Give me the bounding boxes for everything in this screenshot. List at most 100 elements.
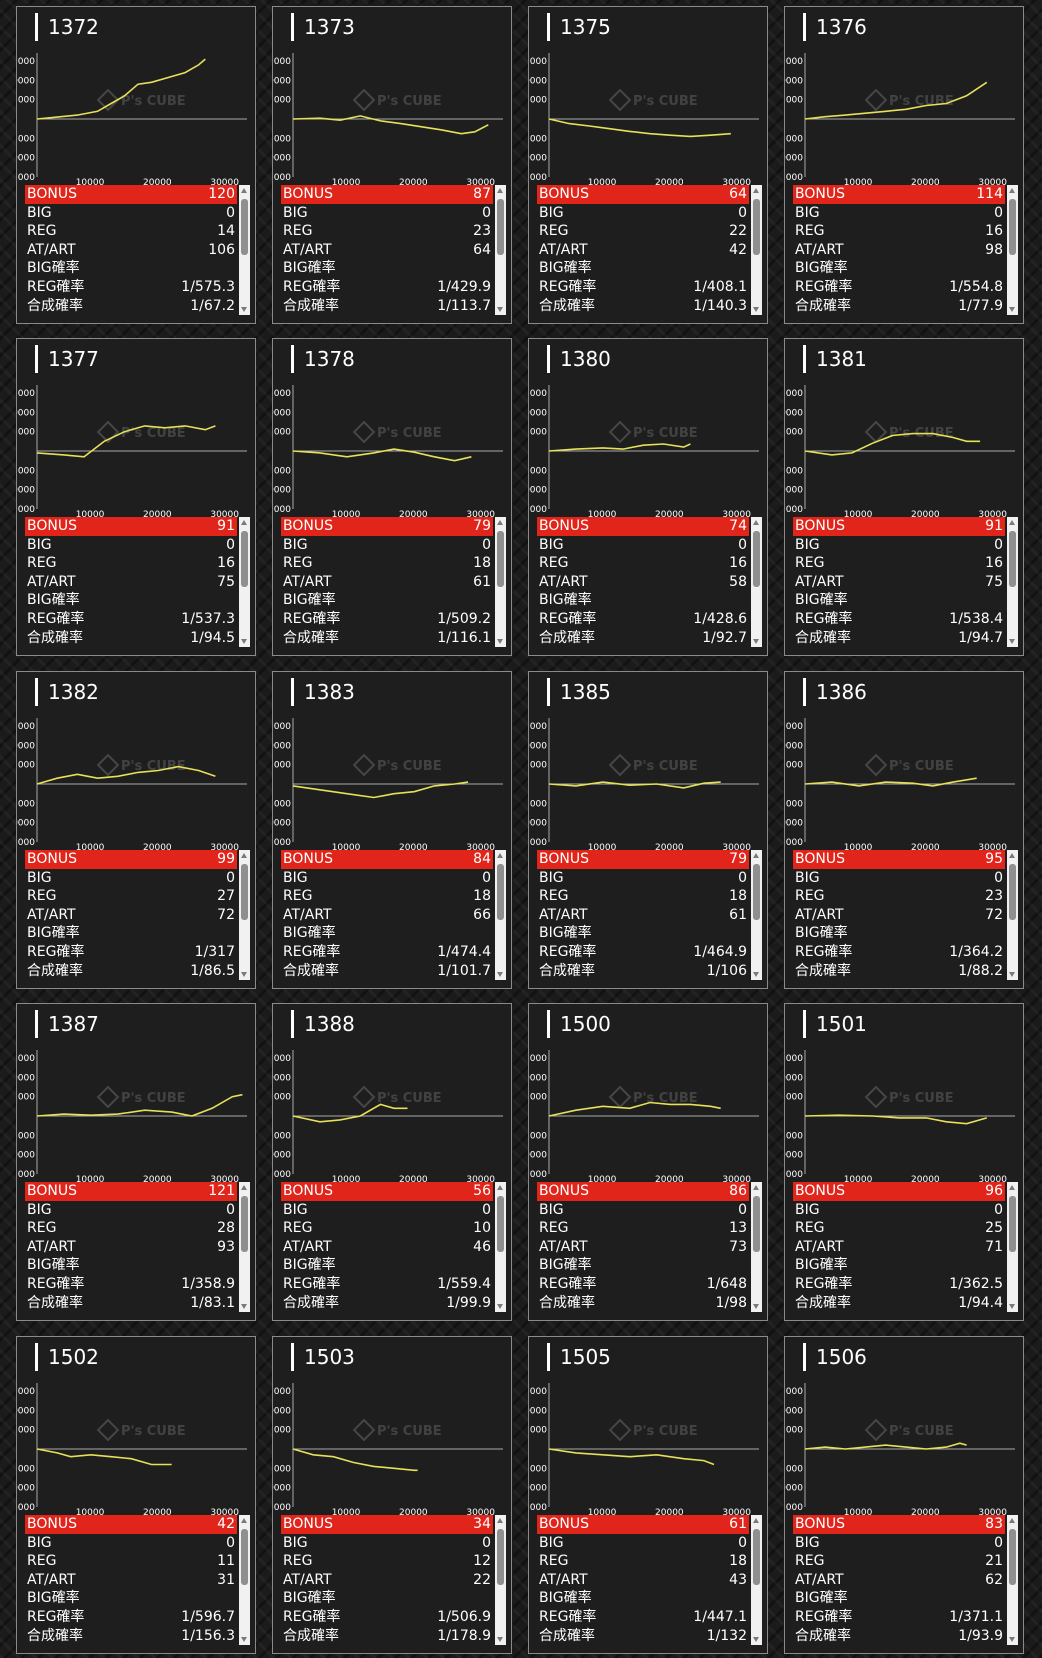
scroll-up-arrow-icon[interactable]	[1009, 188, 1015, 193]
machine-card[interactable]: 1383 P's CUBE 15000 10000 5000 -5000 -10000 -15…	[272, 671, 512, 989]
scroll-down-arrow-icon[interactable]	[1009, 307, 1015, 312]
scroll-down-arrow-icon[interactable]	[1009, 1304, 1015, 1309]
stats-scrollbar[interactable]	[239, 185, 250, 315]
scroll-up-arrow-icon[interactable]	[497, 853, 503, 858]
stats-scrollbar[interactable]	[1007, 850, 1018, 980]
scroll-up-arrow-icon[interactable]	[241, 1518, 247, 1523]
scroll-down-arrow-icon[interactable]	[241, 1304, 247, 1309]
stats-scrollbar[interactable]	[751, 850, 762, 980]
scroll-down-arrow-icon[interactable]	[241, 1637, 247, 1642]
scroll-thumb[interactable]	[497, 531, 504, 587]
scroll-down-arrow-icon[interactable]	[241, 972, 247, 977]
stats-scrollbar[interactable]	[751, 185, 762, 315]
stats-scrollbar[interactable]	[239, 850, 250, 980]
scroll-thumb[interactable]	[241, 531, 248, 587]
scroll-up-arrow-icon[interactable]	[753, 1185, 759, 1190]
machine-card[interactable]: 1382 P's CUBE 15000 10000 5000 -5000 -10000 -15…	[16, 671, 256, 989]
stats-scrollbar[interactable]	[239, 517, 250, 647]
stats-scrollbar[interactable]	[495, 850, 506, 980]
scroll-thumb[interactable]	[753, 864, 760, 920]
scroll-thumb[interactable]	[753, 1196, 760, 1252]
scroll-down-arrow-icon[interactable]	[753, 1304, 759, 1309]
scroll-thumb[interactable]	[1009, 1529, 1016, 1585]
stats-scrollbar[interactable]	[495, 517, 506, 647]
scroll-down-arrow-icon[interactable]	[241, 639, 247, 644]
stats-scrollbar[interactable]	[495, 185, 506, 315]
scroll-thumb[interactable]	[497, 1529, 504, 1585]
scroll-thumb[interactable]	[497, 199, 504, 255]
scroll-thumb[interactable]	[241, 864, 248, 920]
scroll-down-arrow-icon[interactable]	[241, 307, 247, 312]
scroll-down-arrow-icon[interactable]	[497, 972, 503, 977]
stats-scrollbar[interactable]	[495, 1182, 506, 1312]
stats-scrollbar[interactable]	[1007, 1182, 1018, 1312]
machine-card[interactable]: 1385 P's CUBE 15000 10000 5000 -5000 -10000 -15…	[528, 671, 768, 989]
scroll-up-arrow-icon[interactable]	[1009, 520, 1015, 525]
scroll-up-arrow-icon[interactable]	[1009, 1518, 1015, 1523]
scroll-down-arrow-icon[interactable]	[753, 1637, 759, 1642]
scroll-up-arrow-icon[interactable]	[1009, 1185, 1015, 1190]
scroll-thumb[interactable]	[753, 199, 760, 255]
scroll-up-arrow-icon[interactable]	[241, 1185, 247, 1190]
machine-card[interactable]: 1506 P's CUBE 15000 10000 5000 -5000 -10000 -15…	[784, 1336, 1024, 1654]
scroll-down-arrow-icon[interactable]	[1009, 972, 1015, 977]
scroll-up-arrow-icon[interactable]	[1009, 853, 1015, 858]
scroll-up-arrow-icon[interactable]	[753, 188, 759, 193]
machine-card[interactable]: 1373 P's CUBE 15000 10000 5000 -5000 -10000 -15…	[272, 6, 512, 324]
stats-scrollbar[interactable]	[1007, 517, 1018, 647]
scroll-up-arrow-icon[interactable]	[497, 520, 503, 525]
machine-card[interactable]: 1376 P's CUBE 15000 10000 5000 -5000 -10000 -15…	[784, 6, 1024, 324]
scroll-down-arrow-icon[interactable]	[497, 639, 503, 644]
scroll-up-arrow-icon[interactable]	[497, 188, 503, 193]
machine-card[interactable]: 1380 P's CUBE 15000 10000 5000 -5000 -10000 -15…	[528, 338, 768, 656]
scroll-down-arrow-icon[interactable]	[753, 639, 759, 644]
scroll-thumb[interactable]	[1009, 531, 1016, 587]
scroll-thumb[interactable]	[1009, 864, 1016, 920]
machine-card[interactable]: 1501 P's CUBE 15000 10000 5000 -5000 -10000 -15…	[784, 1003, 1024, 1321]
machine-card[interactable]: 1375 P's CUBE 15000 10000 5000 -5000 -10000 -15…	[528, 6, 768, 324]
scroll-up-arrow-icon[interactable]	[753, 520, 759, 525]
machine-card[interactable]: 1386 P's CUBE 15000 10000 5000 -5000 -10000 -15…	[784, 671, 1024, 989]
scroll-thumb[interactable]	[753, 531, 760, 587]
scroll-thumb[interactable]	[241, 199, 248, 255]
stats-scrollbar[interactable]	[751, 517, 762, 647]
machine-card[interactable]: 1377 P's CUBE 15000 10000 5000 -5000 -10000 -15…	[16, 338, 256, 656]
scroll-up-arrow-icon[interactable]	[241, 520, 247, 525]
scroll-up-arrow-icon[interactable]	[241, 853, 247, 858]
scroll-thumb[interactable]	[497, 864, 504, 920]
scroll-up-arrow-icon[interactable]	[753, 1518, 759, 1523]
scroll-down-arrow-icon[interactable]	[1009, 1637, 1015, 1642]
scroll-thumb[interactable]	[753, 1529, 760, 1585]
scroll-up-arrow-icon[interactable]	[753, 853, 759, 858]
stats-scrollbar[interactable]	[751, 1182, 762, 1312]
machine-card[interactable]: 1372 P's CUBE 15000 10000 5000 -5000 -10000 -15…	[16, 6, 256, 324]
scroll-thumb[interactable]	[241, 1196, 248, 1252]
scroll-down-arrow-icon[interactable]	[497, 1637, 503, 1642]
scroll-down-arrow-icon[interactable]	[497, 1304, 503, 1309]
stats-scrollbar[interactable]	[239, 1515, 250, 1645]
stats-scrollbar[interactable]	[1007, 185, 1018, 315]
scroll-thumb[interactable]	[1009, 1196, 1016, 1252]
scroll-thumb[interactable]	[1009, 199, 1016, 255]
stats-scrollbar[interactable]	[1007, 1515, 1018, 1645]
stats-scrollbar[interactable]	[239, 1182, 250, 1312]
stats-scrollbar[interactable]	[495, 1515, 506, 1645]
scroll-up-arrow-icon[interactable]	[497, 1518, 503, 1523]
stats-scrollbar[interactable]	[751, 1515, 762, 1645]
machine-card[interactable]: 1388 P's CUBE 15000 10000 5000 -5000 -10000 -15…	[272, 1003, 512, 1321]
machine-card[interactable]: 1387 P's CUBE 15000 10000 5000 -5000 -10000 -15…	[16, 1003, 256, 1321]
machine-card[interactable]: 1502 P's CUBE 15000 10000 5000 -5000 -10000 -15…	[16, 1336, 256, 1654]
scroll-thumb[interactable]	[241, 1529, 248, 1585]
scroll-down-arrow-icon[interactable]	[753, 972, 759, 977]
machine-card[interactable]: 1505 P's CUBE 15000 10000 5000 -5000 -10000 -15…	[528, 1336, 768, 1654]
machine-card[interactable]: 1503 P's CUBE 15000 10000 5000 -5000 -10000 -15…	[272, 1336, 512, 1654]
scroll-thumb[interactable]	[497, 1196, 504, 1252]
scroll-up-arrow-icon[interactable]	[241, 188, 247, 193]
scroll-down-arrow-icon[interactable]	[753, 307, 759, 312]
scroll-up-arrow-icon[interactable]	[497, 1185, 503, 1190]
machine-card[interactable]: 1378 P's CUBE 15000 10000 5000 -5000 -10000 -15…	[272, 338, 512, 656]
scroll-down-arrow-icon[interactable]	[1009, 639, 1015, 644]
scroll-down-arrow-icon[interactable]	[497, 307, 503, 312]
